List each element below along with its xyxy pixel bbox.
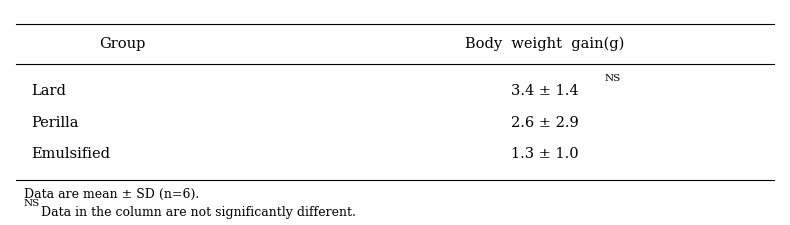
Text: NS: NS bbox=[604, 74, 621, 83]
Text: Data in the column are not significantly different.: Data in the column are not significantly… bbox=[41, 206, 356, 219]
Text: Data are mean ± SD (n=6).: Data are mean ± SD (n=6). bbox=[24, 188, 199, 201]
Text: Group: Group bbox=[100, 37, 145, 51]
Text: Emulsified: Emulsified bbox=[32, 147, 111, 161]
Text: 3.4 ± 1.4: 3.4 ± 1.4 bbox=[511, 84, 579, 98]
Text: 1.3 ± 1.0: 1.3 ± 1.0 bbox=[511, 147, 579, 161]
Text: Perilla: Perilla bbox=[32, 116, 79, 130]
Text: Body  weight  gain(g): Body weight gain(g) bbox=[465, 37, 625, 51]
Text: NS: NS bbox=[24, 199, 40, 208]
Text: 2.6 ± 2.9: 2.6 ± 2.9 bbox=[511, 116, 579, 130]
Text: Lard: Lard bbox=[32, 84, 66, 98]
